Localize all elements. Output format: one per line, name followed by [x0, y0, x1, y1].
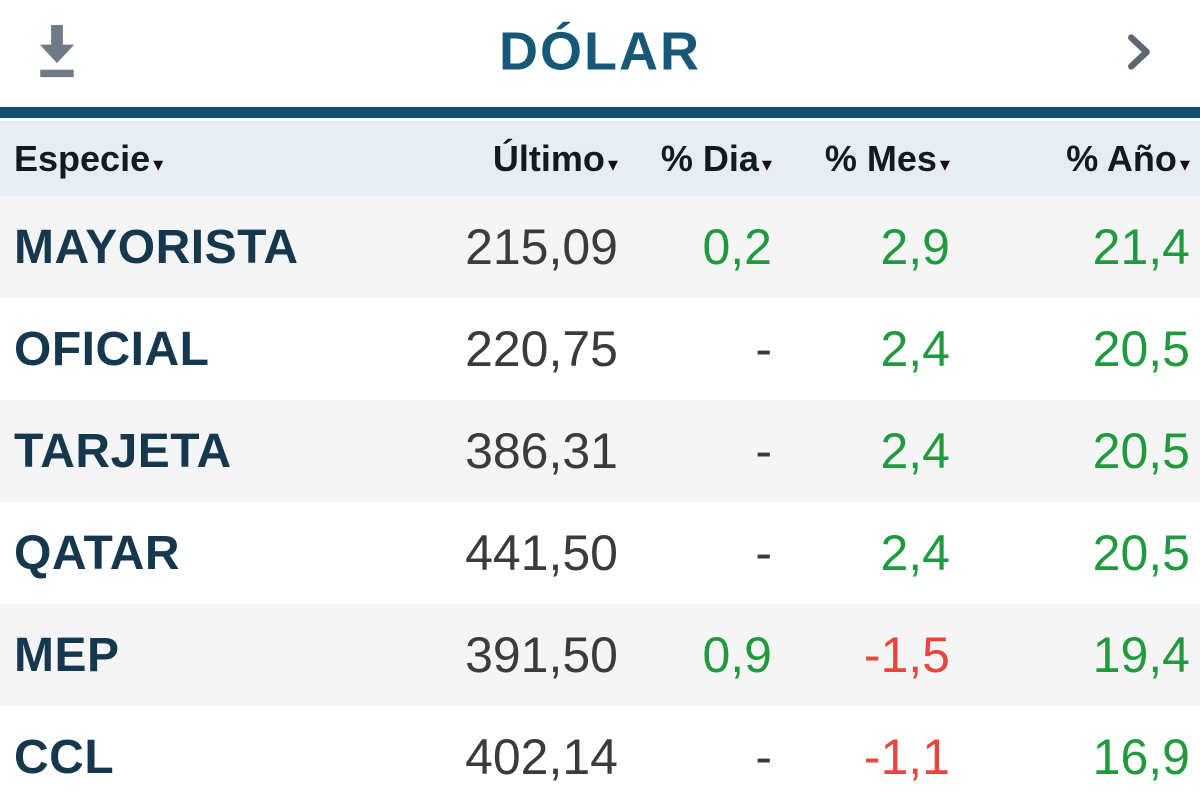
column-label: % Mes [824, 137, 937, 179]
sort-down-icon: ▾ [1179, 153, 1190, 176]
pct-ano-value: 19,4 [1092, 627, 1190, 683]
row-label: MAYORISTA [14, 220, 299, 274]
pct-mes-value: -1,1 [863, 729, 950, 785]
widget-titlebar: DÓLAR [0, 0, 1200, 107]
ultimo-value: 441,50 [465, 525, 618, 581]
pct-dia-value: 0,9 [702, 627, 772, 683]
sort-down-icon: ▾ [153, 153, 164, 176]
pct-dia-value: - [755, 525, 772, 581]
row-label: TARJETA [14, 424, 232, 478]
pct-dia-value: 0,2 [702, 219, 772, 275]
pct-mes-value: 2,4 [880, 423, 950, 479]
accent-divider [0, 107, 1200, 118]
pct-dia-value: - [755, 321, 772, 377]
table-row-qatar[interactable]: QATAR 441,50 - 2,4 20,5 [0, 502, 1200, 604]
expand-button[interactable] [1114, 30, 1162, 78]
table-row-ccl[interactable]: CCL 402,14 - -1,1 16,9 [0, 706, 1200, 808]
pct-ano-value: 16,9 [1092, 729, 1190, 785]
pct-ano-value: 20,5 [1092, 423, 1190, 479]
pct-mes-value: 2,4 [880, 525, 950, 581]
table-row-tarjeta[interactable]: TARJETA 386,31 - 2,4 20,5 [0, 400, 1200, 502]
table-row-oficial[interactable]: OFICIAL 220,75 - 2,4 20,5 [0, 298, 1200, 400]
table-row-mayorista[interactable]: MAYORISTA 215,09 0,2 2,9 21,4 [0, 196, 1200, 298]
row-label: OFICIAL [14, 322, 210, 376]
pct-mes-value: 2,4 [880, 321, 950, 377]
sort-down-icon: ▾ [761, 153, 772, 176]
pct-dia-value: - [755, 729, 772, 785]
download-button[interactable] [25, 21, 89, 87]
row-label: MEP [14, 628, 120, 682]
pct-dia-value: - [755, 423, 772, 479]
column-header-ultimo[interactable]: Último ▾ [450, 138, 618, 180]
column-label: Especie [14, 137, 151, 179]
ultimo-value: 386,31 [465, 423, 618, 479]
ultimo-value: 220,75 [465, 321, 618, 377]
column-header-pct-mes[interactable]: % Mes ▾ [772, 138, 950, 180]
column-header-especie[interactable]: Especie ▾ [0, 138, 450, 180]
ultimo-value: 402,14 [465, 729, 618, 785]
chevron-right-icon [1115, 29, 1161, 78]
ultimo-value: 215,09 [465, 219, 618, 275]
column-header-pct-ano[interactable]: % Año ▾ [950, 138, 1200, 180]
column-label: % Dia [660, 137, 759, 179]
column-label: % Año [1066, 137, 1177, 179]
accent-divider-gap [0, 118, 1200, 121]
row-label: CCL [14, 730, 115, 784]
column-header-pct-dia[interactable]: % Dia ▾ [618, 138, 772, 180]
page-title: DÓLAR [499, 21, 701, 82]
download-icon [27, 20, 87, 87]
pct-ano-value: 20,5 [1092, 525, 1190, 581]
pct-mes-value: -1,5 [863, 627, 950, 683]
table-header-row: Especie ▾ Último ▾ % Dia ▾ % Mes ▾ % Año ▾ [0, 121, 1200, 196]
table-row-mep[interactable]: MEP 391,50 0,9 -1,5 19,4 [0, 604, 1200, 706]
sort-down-icon: ▾ [607, 153, 618, 176]
column-label: Último [492, 137, 605, 179]
sort-down-icon: ▾ [939, 153, 950, 176]
pct-ano-value: 20,5 [1092, 321, 1190, 377]
pct-ano-value: 21,4 [1092, 219, 1190, 275]
pct-mes-value: 2,9 [880, 219, 950, 275]
row-label: QATAR [14, 526, 181, 580]
ultimo-value: 391,50 [465, 627, 618, 683]
